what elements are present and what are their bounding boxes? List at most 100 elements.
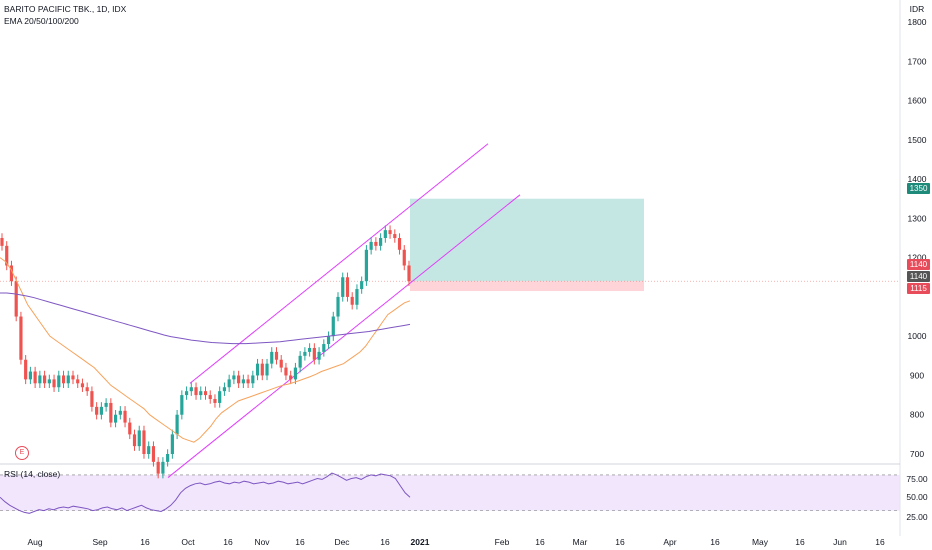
candle-body	[80, 383, 85, 388]
candle-body	[47, 379, 51, 384]
candle-body	[0, 238, 4, 246]
time-tick-label: 16	[615, 537, 625, 547]
time-tick-label: Aug	[27, 537, 42, 547]
earnings-event-badge[interactable]: E	[15, 446, 29, 460]
candle-body	[241, 379, 245, 384]
legend-symbol[interactable]: BARITO PACIFIC TBK., 1D, IDX	[4, 4, 127, 14]
price-tick-label: 1700	[908, 56, 927, 66]
legend-rsi[interactable]: RSI (14, close)	[4, 469, 61, 479]
price-tick-label: 1600	[908, 96, 927, 106]
price-tick-label: 900	[910, 370, 924, 380]
time-tick-label: Sep	[92, 537, 107, 547]
time-tick-label: Feb	[495, 537, 510, 547]
price-tag-stop: 1115	[907, 283, 930, 294]
candle-body	[312, 347, 316, 360]
candle-body	[99, 406, 103, 415]
candle-body	[393, 234, 397, 238]
price-tag-entry: 1140	[907, 259, 930, 270]
candle-body	[147, 446, 151, 454]
time-tick-label: Nov	[254, 537, 270, 547]
candle-body	[293, 367, 298, 380]
candle-body	[213, 399, 217, 403]
candle-body	[9, 265, 14, 282]
rsi-line	[0, 472, 411, 514]
candle-body	[128, 422, 132, 435]
candle-body	[76, 379, 80, 384]
candle-body	[57, 375, 61, 388]
candle-body	[284, 367, 288, 376]
candle-body	[227, 379, 231, 388]
candle-body	[90, 391, 94, 407]
candle-body	[355, 289, 359, 305]
candle-body	[24, 359, 28, 380]
time-tick-label: Jun	[833, 537, 847, 547]
candle-body	[71, 375, 75, 380]
price-tick-label: 1400	[908, 174, 927, 184]
ema-slow-line	[0, 292, 411, 345]
candle-body	[33, 371, 37, 384]
channel-lower-line	[167, 194, 521, 478]
candle-body	[118, 410, 122, 415]
candle-body	[379, 238, 383, 246]
candle-body	[28, 371, 32, 380]
time-tick-label: 16	[380, 537, 390, 547]
candle-body	[289, 375, 293, 380]
time-tick-label: 16	[140, 537, 150, 547]
candle-body	[142, 430, 146, 454]
candle-body	[52, 379, 56, 388]
candle-body	[397, 238, 402, 250]
candle-body	[189, 387, 193, 392]
candle-body	[180, 395, 184, 415]
candle-body	[194, 387, 198, 396]
time-tick-label: 16	[710, 537, 720, 547]
time-tick-label: 16	[795, 537, 805, 547]
candle-body	[255, 363, 260, 376]
candle-body	[270, 351, 274, 364]
candle-body	[265, 363, 269, 376]
candle-body	[199, 391, 203, 396]
candle-body	[170, 434, 174, 454]
candle-body	[104, 402, 108, 407]
candle-body	[175, 414, 179, 435]
time-tick-label: Oct	[181, 537, 195, 547]
candle-body	[274, 351, 279, 360]
rsi-tick-label: 75.00	[906, 474, 928, 484]
price-tag-last: 1140	[907, 271, 930, 282]
time-tick-label: May	[752, 537, 769, 547]
candle-body	[38, 375, 42, 384]
candle-body	[364, 249, 369, 282]
candle-body	[345, 277, 350, 297]
ema-fast-line	[0, 257, 411, 443]
stop-zone	[410, 281, 644, 292]
candle-body	[19, 316, 23, 360]
time-tick-label: Apr	[663, 537, 676, 547]
candle-body	[123, 410, 127, 423]
price-tick-label: 800	[910, 410, 924, 420]
candle-body	[341, 277, 345, 297]
candle-body	[237, 375, 241, 384]
legend-ema[interactable]: EMA 20/50/100/200	[4, 16, 79, 26]
candle-body	[5, 245, 9, 266]
candle-body	[222, 387, 227, 392]
candle-body	[331, 316, 335, 337]
candle-body	[303, 351, 307, 356]
candle-body	[85, 387, 89, 392]
candle-body	[66, 375, 70, 384]
rsi-tick-label: 25.00	[906, 512, 928, 522]
candle-body	[109, 402, 113, 423]
rsi-tick-label: 50.00	[906, 492, 928, 502]
time-tick-label: 2021	[411, 537, 430, 547]
candle-body	[317, 351, 321, 360]
candle-body	[132, 434, 137, 447]
price-tick-label: 1300	[908, 213, 927, 223]
candle-body	[251, 375, 255, 384]
candle-body	[369, 241, 373, 250]
price-tick-label: 1200	[908, 253, 927, 263]
candle-body	[350, 296, 354, 305]
candle-body	[260, 363, 264, 376]
candle-body	[322, 344, 326, 352]
candle-body	[113, 414, 118, 423]
candle-body	[61, 375, 66, 384]
